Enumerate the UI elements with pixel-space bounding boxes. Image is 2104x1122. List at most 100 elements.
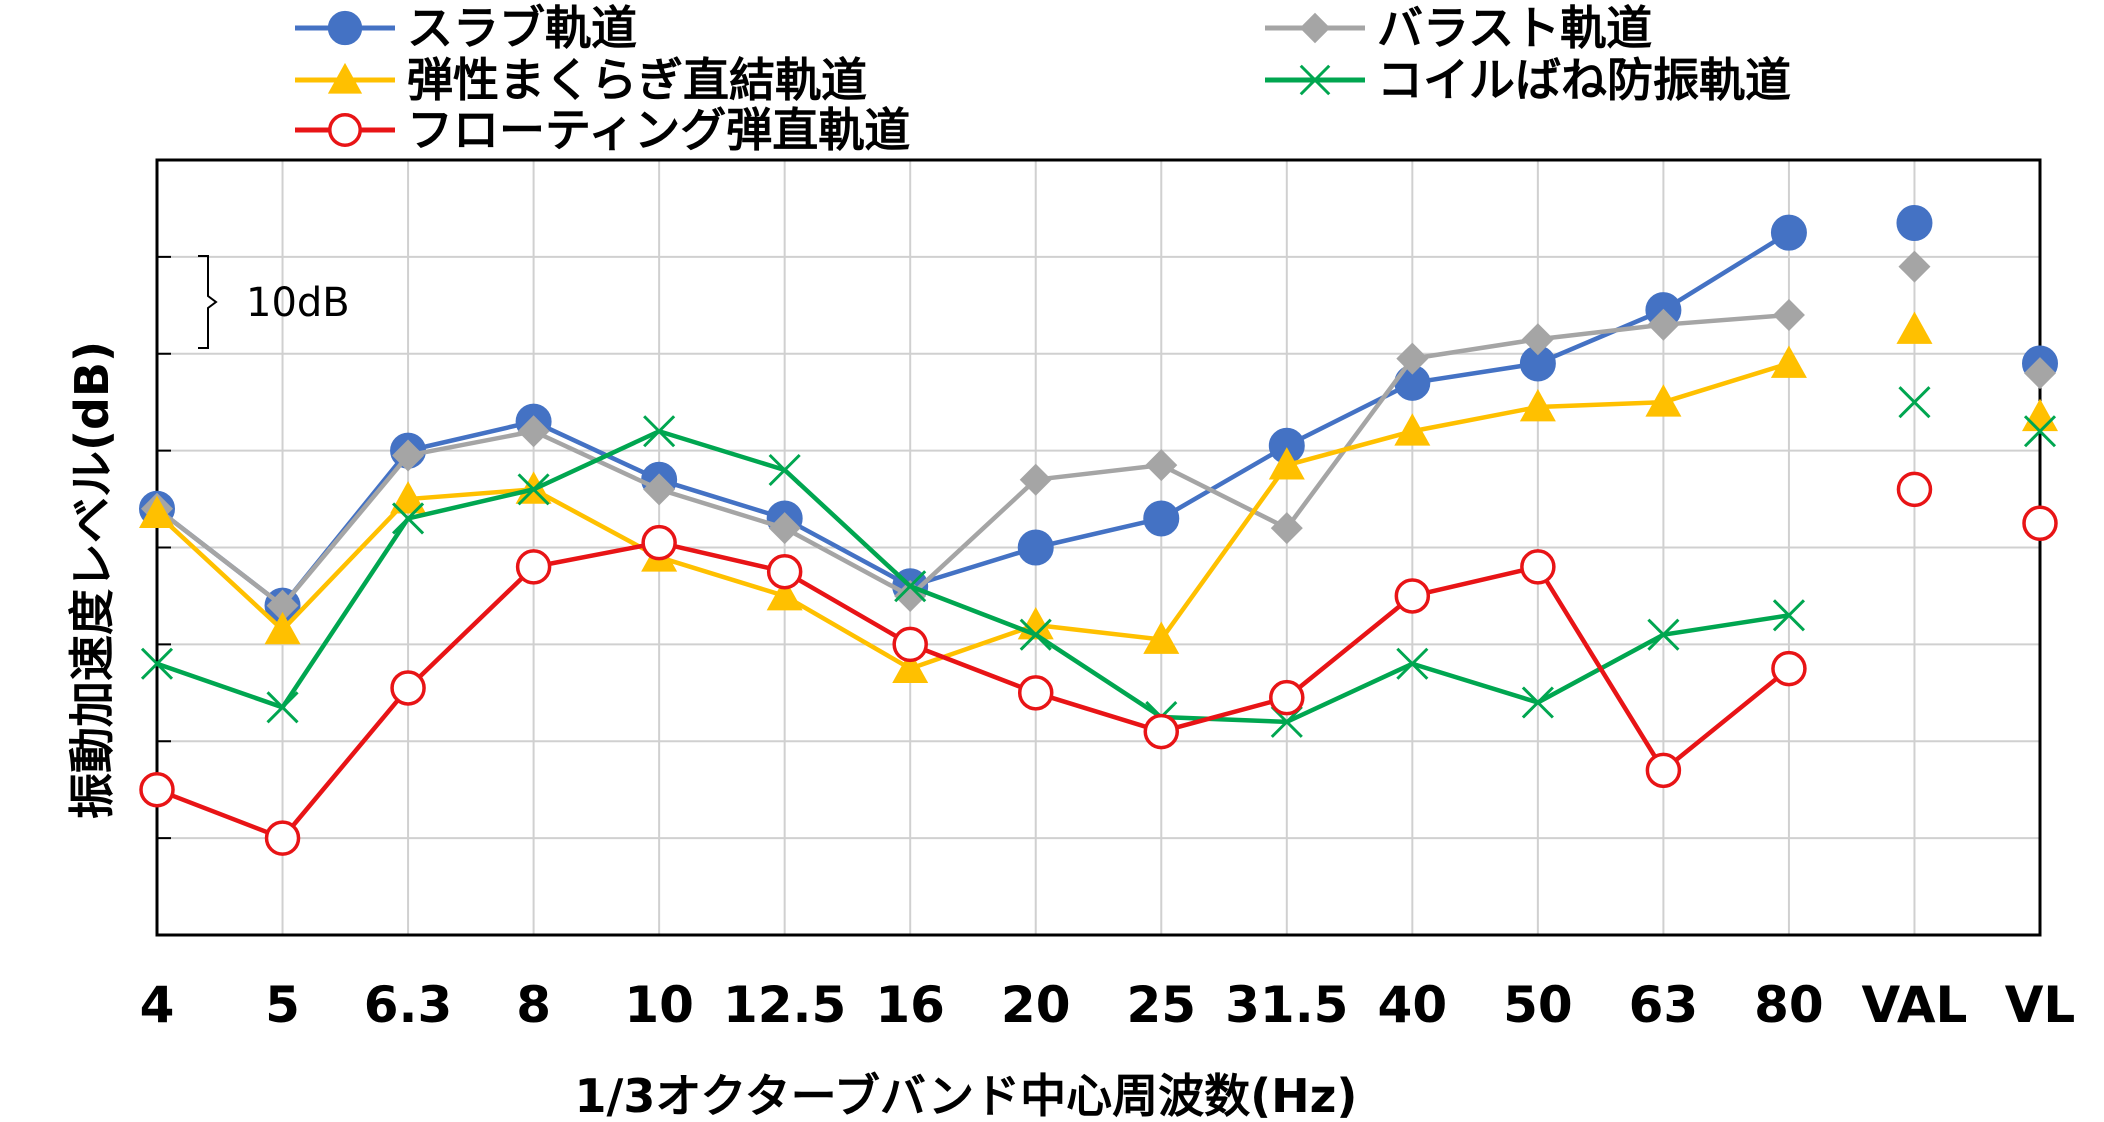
x-tick-label: 40 xyxy=(1378,976,1448,1034)
x-axis-title: 1/3オクターブバンド中心周波数(Hz) xyxy=(575,1069,1358,1122)
data-point-marker xyxy=(266,589,299,622)
data-point-marker xyxy=(1772,599,1805,632)
legend-label: フローティング弾直軌道 xyxy=(407,103,910,157)
x-tick-label: 25 xyxy=(1126,976,1196,1034)
legend-marker xyxy=(328,113,362,147)
data-point-marker xyxy=(1771,650,1807,687)
legend-label: スラブ軌道 xyxy=(407,1,637,55)
data-point-marker-stroke-b xyxy=(894,570,927,603)
data-point-marker xyxy=(1772,299,1805,331)
x-tick-label: 31.5 xyxy=(1225,976,1348,1034)
x-tick-label: 80 xyxy=(1754,976,1824,1034)
data-point-marker xyxy=(390,670,426,706)
data-point-marker xyxy=(1896,311,1933,344)
data-point-marker xyxy=(1520,549,1556,585)
data-point-marker xyxy=(1645,752,1682,789)
grid xyxy=(157,160,2040,935)
x-tick-label: VL xyxy=(2005,976,2076,1034)
y-axis-title: 振動加速度レベル(dB) xyxy=(65,341,119,819)
legend-label: コイルばね防振軌道 xyxy=(1377,53,1791,107)
data-point-marker xyxy=(1396,342,1429,375)
axes xyxy=(155,158,2042,937)
x-tick-label: 4 xyxy=(140,976,175,1034)
data-point-marker xyxy=(1519,389,1556,422)
series-line xyxy=(156,429,1790,725)
x-tick-label: 63 xyxy=(1629,976,1699,1034)
series-2 xyxy=(141,250,2056,622)
x-tick-label: 5 xyxy=(265,976,300,1034)
data-point-marker-stroke-b xyxy=(1647,618,1680,651)
legend-item: フローティング弾直軌道 xyxy=(295,103,910,157)
series-3 xyxy=(139,311,2058,683)
data-point-marker xyxy=(1143,713,1180,750)
data-point-marker-stroke-b xyxy=(1898,386,1931,419)
legend-item: 弾性まくらぎ直結軌道 xyxy=(295,53,867,107)
data-point-marker xyxy=(2022,505,2058,542)
data-point-marker-stroke-b xyxy=(140,647,174,680)
data-point-marker xyxy=(1521,686,1554,719)
scale-bar: 10dB xyxy=(198,255,350,349)
legend-item: バラスト軌道 xyxy=(1265,1,1652,55)
legend-label: バラスト軌道 xyxy=(1377,1,1652,55)
data-point-marker xyxy=(2024,357,2056,390)
scale-bar-brace xyxy=(198,255,218,349)
legend-marker-stroke-b xyxy=(1299,64,1331,96)
data-point-marker xyxy=(1521,323,1554,356)
data-point-marker-stroke-b xyxy=(768,453,801,487)
x-tick-label: 16 xyxy=(875,976,945,1034)
x-tick-label: 8 xyxy=(516,976,551,1034)
legend-item: スラブ軌道 xyxy=(295,1,637,55)
data-point-marker xyxy=(643,473,676,506)
x-tick-label: 50 xyxy=(1503,976,1573,1034)
data-point-marker xyxy=(766,577,803,611)
data-point-marker xyxy=(1143,500,1180,537)
series-1 xyxy=(139,204,2058,624)
data-point-marker xyxy=(1019,463,1052,496)
data-point-marker xyxy=(140,647,174,680)
data-point-marker xyxy=(2022,398,2058,432)
data-point-marker xyxy=(1269,679,1305,716)
data-point-marker-stroke-b xyxy=(643,415,676,448)
data-point-marker xyxy=(1019,618,1052,651)
data-point-marker xyxy=(1268,447,1305,480)
x-tick-label: 10 xyxy=(624,976,694,1034)
data-point-marker-stroke-b xyxy=(1396,647,1429,680)
data-point-marker xyxy=(517,473,550,506)
data-point-marker xyxy=(1645,384,1682,417)
x-tick-label: 6.3 xyxy=(364,976,453,1034)
legend-item: コイルばね防振軌道 xyxy=(1265,53,1791,107)
data-point-marker xyxy=(766,553,803,590)
data-point-marker xyxy=(641,524,677,561)
data-point-marker-stroke-b xyxy=(1019,618,1052,651)
series-layer xyxy=(139,204,2058,856)
data-point-marker xyxy=(1145,449,1178,482)
data-point-marker xyxy=(392,439,425,472)
data-point-marker-stroke-b xyxy=(1521,686,1554,719)
x-tick-label: 20 xyxy=(1001,976,1071,1034)
data-point-marker xyxy=(266,691,299,724)
data-point-marker-stroke-b xyxy=(1772,599,1805,632)
x-tick-label: 12.5 xyxy=(723,976,846,1034)
data-point-marker xyxy=(768,453,801,487)
data-point-marker xyxy=(1896,204,1933,241)
data-point-marker xyxy=(894,570,927,603)
data-point-marker xyxy=(517,415,550,448)
series-line xyxy=(155,361,1790,671)
series-line xyxy=(155,312,1790,608)
plot-frame xyxy=(155,158,2042,937)
data-point-marker xyxy=(1270,512,1303,545)
data-point-marker xyxy=(1143,621,1180,654)
data-point-marker xyxy=(390,481,427,514)
legend-marker xyxy=(327,62,363,94)
data-point-marker xyxy=(264,820,301,856)
data-point-marker xyxy=(892,650,929,683)
x-tick-label: VAL xyxy=(1862,976,1968,1034)
data-point-marker xyxy=(264,611,301,645)
data-point-marker xyxy=(139,495,175,528)
data-point-marker xyxy=(643,415,676,448)
legend-marker xyxy=(327,10,363,46)
data-point-marker xyxy=(515,549,552,585)
legend-marker xyxy=(1299,64,1331,96)
